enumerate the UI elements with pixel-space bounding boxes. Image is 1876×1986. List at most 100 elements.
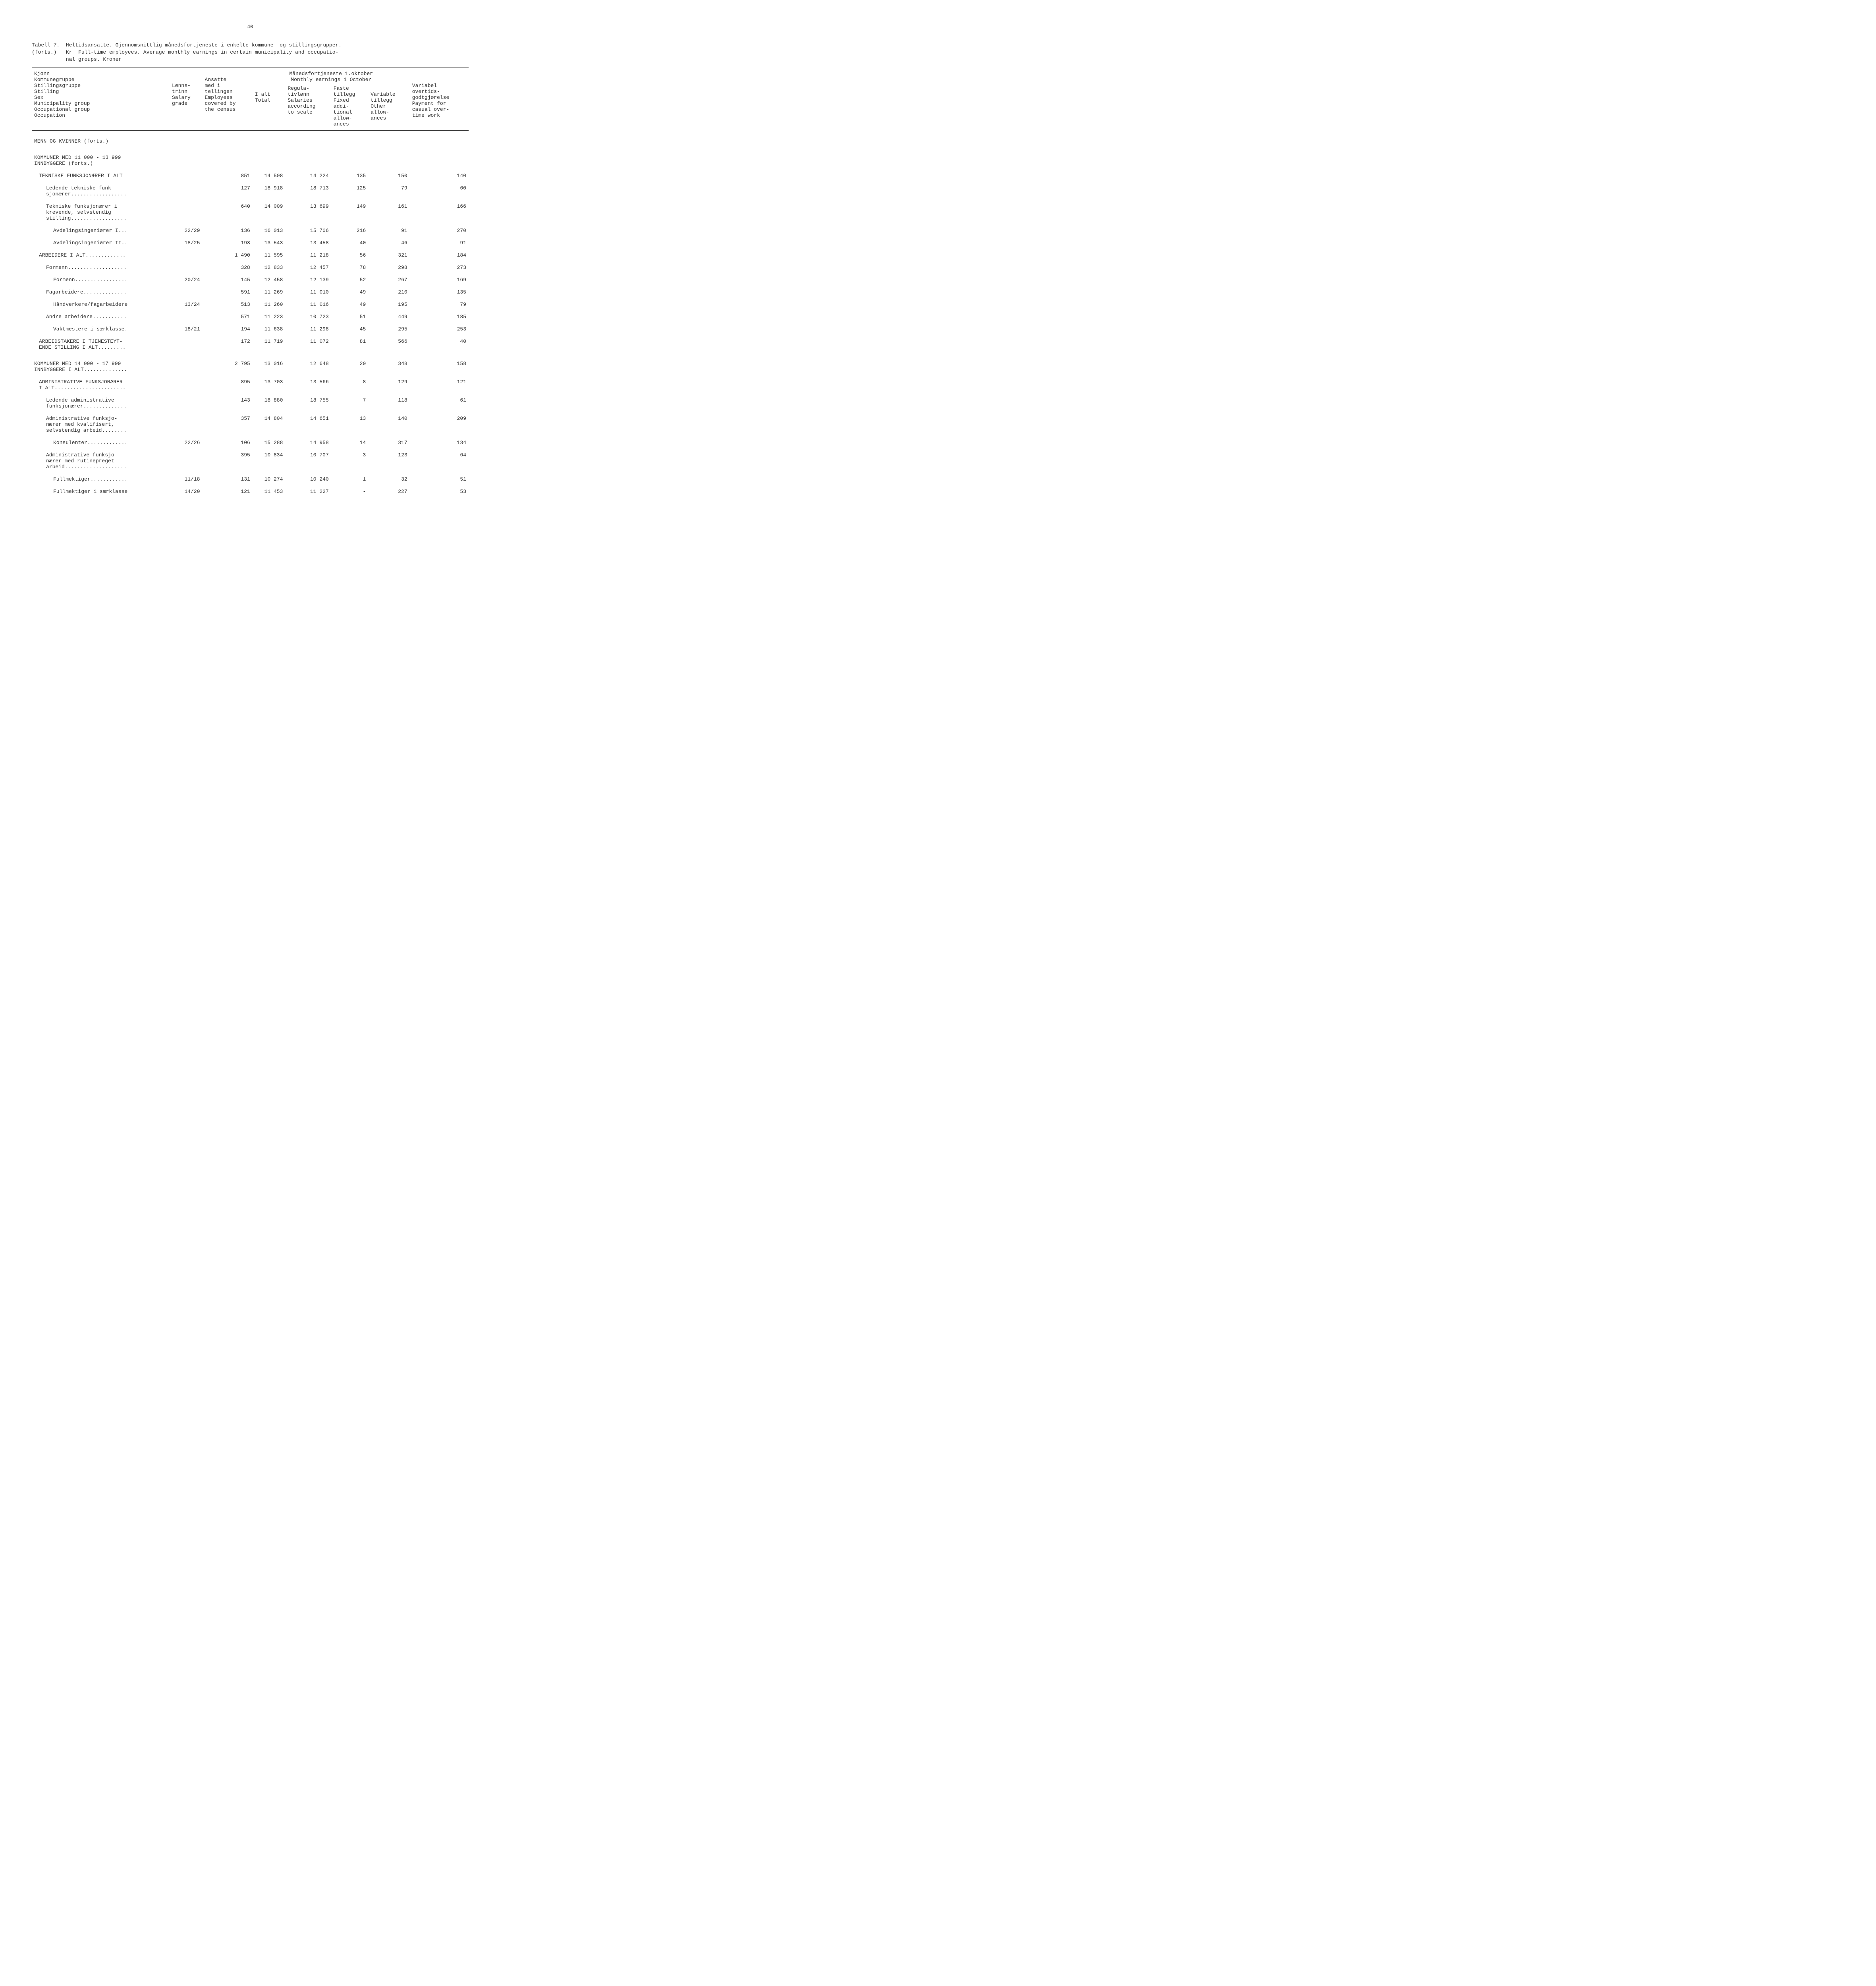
cell-fixed: 3 <box>331 449 368 473</box>
cell-variable: 295 <box>368 323 409 335</box>
cell-fixed: 81 <box>331 335 368 354</box>
cell-overtime: 61 <box>410 394 469 412</box>
cell-grade: 18/21 <box>170 323 203 335</box>
cell-overtime: 135 <box>410 286 469 298</box>
cell-variable: 449 <box>368 311 409 323</box>
table-row: Formenn...................32812 83312 45… <box>32 261 469 274</box>
cell-grade <box>170 449 203 473</box>
cell-fixed: 1 <box>331 473 368 485</box>
cell-regular: 15 706 <box>285 224 331 237</box>
cell-total: 11 260 <box>253 298 286 311</box>
cell-employees: 895 <box>203 376 253 394</box>
cell-employees: 328 <box>203 261 253 274</box>
cell-occupation: Ledende tekniske funk-sjonærer..........… <box>32 182 170 200</box>
cell-regular: 11 298 <box>285 323 331 335</box>
cell-employees: 145 <box>203 274 253 286</box>
col-header-fixed: Faste tillegg Fixed addi- tional allow- … <box>331 84 368 130</box>
cell-regular: 12 457 <box>285 261 331 274</box>
cell-variable: 321 <box>368 249 409 261</box>
cell-variable: 195 <box>368 298 409 311</box>
cell-grade: 20/24 <box>170 274 203 286</box>
cell-regular: 12 139 <box>285 274 331 286</box>
caption-line: Tabell 7. Heltidsansatte. Gjennomsnittli… <box>32 42 342 48</box>
cell-grade: 22/26 <box>170 437 203 449</box>
table-caption: Tabell 7. Heltidsansatte. Gjennomsnittli… <box>32 42 469 64</box>
cell-total: 12 833 <box>253 261 286 274</box>
table-row: Ledende administrativefunksjonærer......… <box>32 394 469 412</box>
cell-regular: 11 218 <box>285 249 331 261</box>
cell-regular: 14 958 <box>285 437 331 449</box>
table-row: Tekniske funksjonærer ikrevende, selvste… <box>32 200 469 224</box>
cell-overtime: 53 <box>410 485 469 498</box>
cell-total: 11 453 <box>253 485 286 498</box>
cell-total: 15 288 <box>253 437 286 449</box>
cell-variable: 79 <box>368 182 409 200</box>
cell-grade: 14/20 <box>170 485 203 498</box>
cell-total: 13 543 <box>253 237 286 249</box>
cell-employees: 1 490 <box>203 249 253 261</box>
cell-total: 10 834 <box>253 449 286 473</box>
table-row: ARBEIDERE I ALT.............1 49011 5951… <box>32 249 469 261</box>
cell-fixed: 8 <box>331 376 368 394</box>
table-row: Håndverkere/fagarbeidere13/2451311 26011… <box>32 298 469 311</box>
cell-occupation: Håndverkere/fagarbeidere <box>32 298 170 311</box>
cell-total: 14 009 <box>253 200 286 224</box>
cell-employees: 591 <box>203 286 253 298</box>
cell-employees: 640 <box>203 200 253 224</box>
cell-grade <box>170 412 203 437</box>
cell-regular: 10 707 <box>285 449 331 473</box>
cell-overtime: 273 <box>410 261 469 274</box>
cell-grade <box>170 311 203 323</box>
cell-variable: 227 <box>368 485 409 498</box>
cell-total: 14 508 <box>253 170 286 182</box>
cell-regular: 12 648 <box>285 354 331 376</box>
earnings-table: Kjønn Kommunegruppe Stillingsgruppe Stil… <box>32 70 469 498</box>
cell-overtime: 79 <box>410 298 469 311</box>
cell-fixed: 7 <box>331 394 368 412</box>
cell-total: 11 223 <box>253 311 286 323</box>
cell-variable: 129 <box>368 376 409 394</box>
cell-overtime: 40 <box>410 335 469 354</box>
cell-occupation: Avdelingsingeniører I... <box>32 224 170 237</box>
caption-line: nal groups. Kroner <box>32 56 122 62</box>
cell-overtime: 209 <box>410 412 469 437</box>
cell-variable: 32 <box>368 473 409 485</box>
table-row: Formenn.................20/2414512 45812… <box>32 274 469 286</box>
cell-occupation: Tekniske funksjonærer ikrevende, selvste… <box>32 200 170 224</box>
cell-grade <box>170 249 203 261</box>
cell-overtime: 184 <box>410 249 469 261</box>
cell-employees: 121 <box>203 485 253 498</box>
cell-total: 12 458 <box>253 274 286 286</box>
cell-fixed: 20 <box>331 354 368 376</box>
cell-regular: 13 699 <box>285 200 331 224</box>
col-header-variable: Variable tillegg Other allow- ances <box>368 84 409 130</box>
cell-fixed: 40 <box>331 237 368 249</box>
cell-fixed: 49 <box>331 286 368 298</box>
cell-fixed: 52 <box>331 274 368 286</box>
cell-grade <box>170 261 203 274</box>
cell-grade: 13/24 <box>170 298 203 311</box>
cell-occupation: Fullmektiger............ <box>32 473 170 485</box>
cell-occupation: Avdelingsingeniører II.. <box>32 237 170 249</box>
cell-occupation: TEKNISKE FUNKSJONÆRER I ALT <box>32 170 170 182</box>
cell-employees: 2 795 <box>203 354 253 376</box>
cell-occupation: ADMINISTRATIVE FUNKSJONÆRERI ALT........… <box>32 376 170 394</box>
cell-regular: 10 723 <box>285 311 331 323</box>
table-row: Administrative funksjo-nærer med kvalifi… <box>32 412 469 437</box>
cell-fixed: 45 <box>331 323 368 335</box>
table-row: Avdelingsingeniører II..18/2519313 54313… <box>32 237 469 249</box>
cell-regular: 13 458 <box>285 237 331 249</box>
cell-overtime: 140 <box>410 170 469 182</box>
cell-occupation: Andre arbeidere........... <box>32 311 170 323</box>
cell-total: 11 638 <box>253 323 286 335</box>
col-header-occupation: Kjønn Kommunegruppe Stillingsgruppe Stil… <box>32 70 170 131</box>
cell-variable: 317 <box>368 437 409 449</box>
cell-grade: 11/18 <box>170 473 203 485</box>
cell-employees: 136 <box>203 224 253 237</box>
cell-total: 18 880 <box>253 394 286 412</box>
cell-employees: 127 <box>203 182 253 200</box>
cell-fixed: 51 <box>331 311 368 323</box>
cell-fixed: 125 <box>331 182 368 200</box>
cell-overtime: 166 <box>410 200 469 224</box>
cell-regular: 18 713 <box>285 182 331 200</box>
